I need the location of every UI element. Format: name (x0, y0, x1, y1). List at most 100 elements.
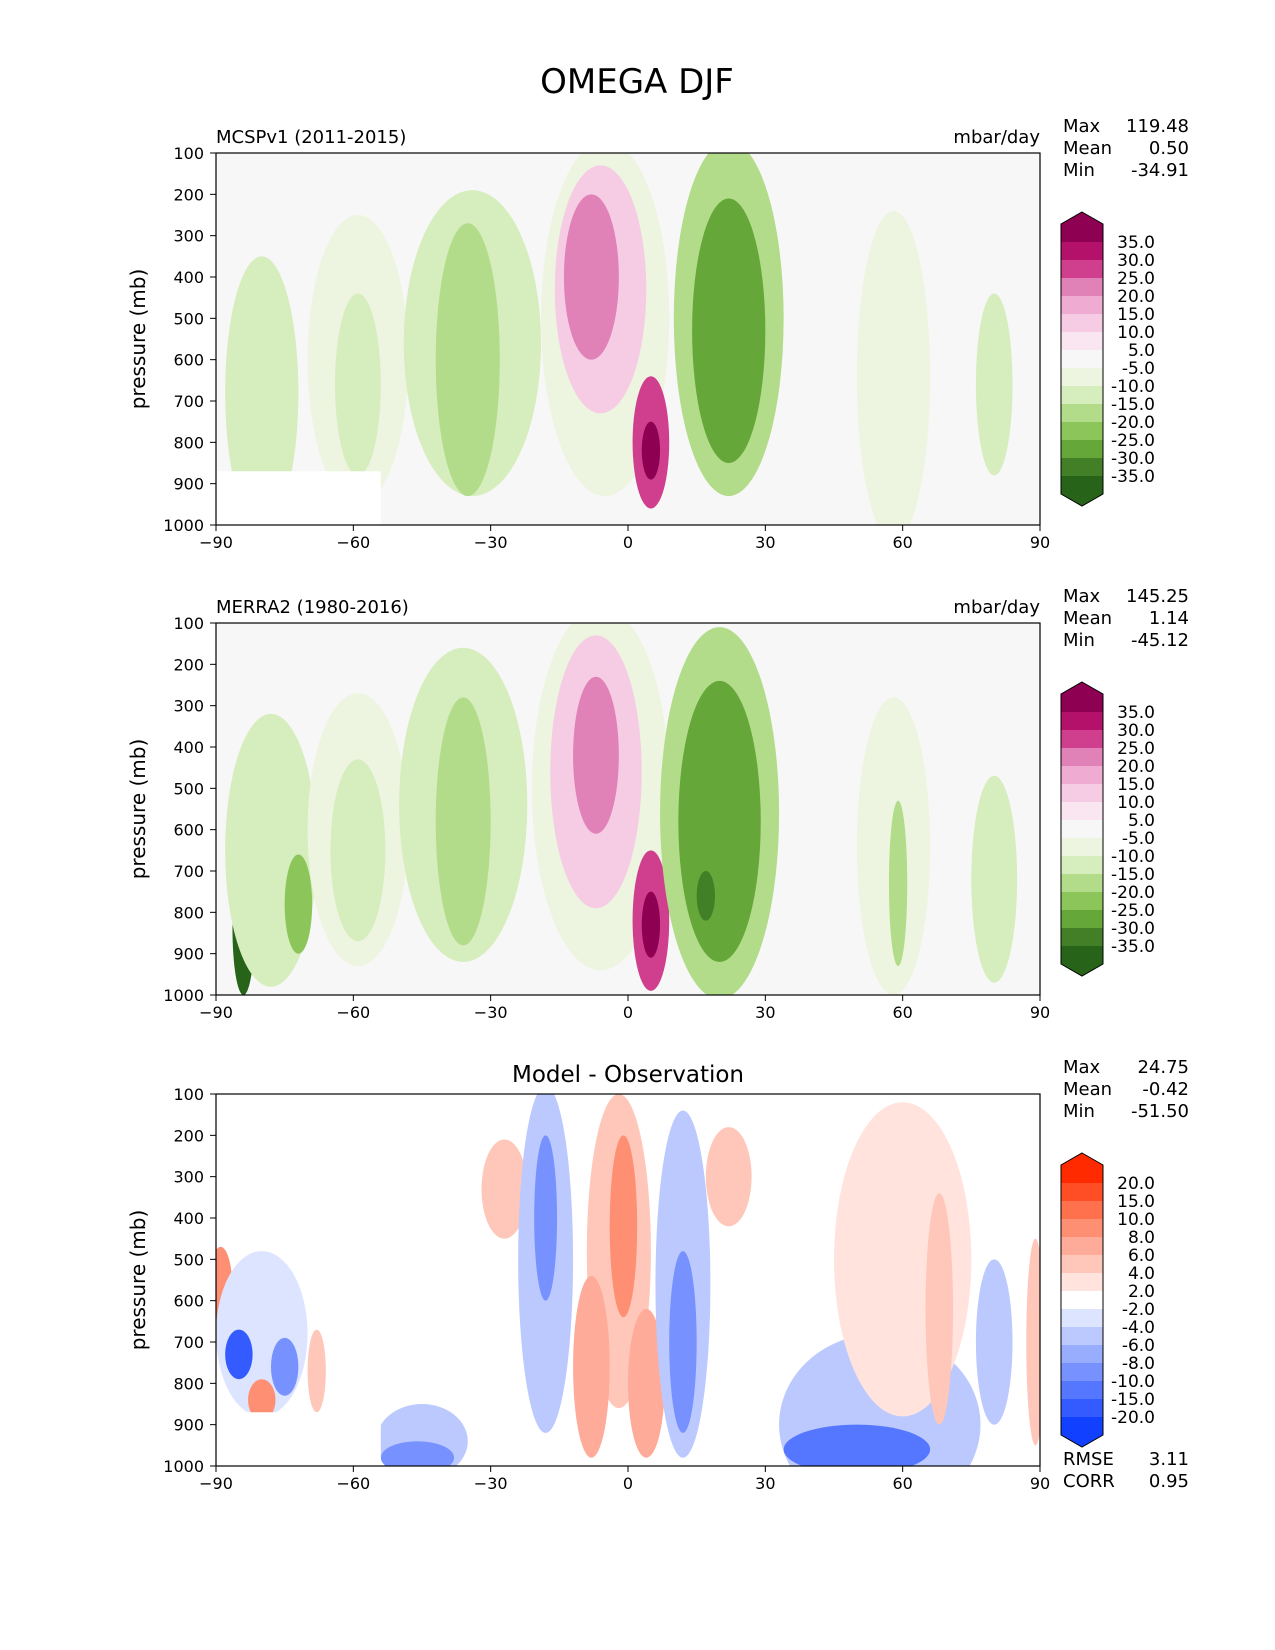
colorbar: 20.015.010.08.06.04.02.0-2.0-4.0-6.0-8.0… (1060, 1152, 1155, 1448)
x-tick-label: −30 (474, 1474, 508, 1493)
x-tick-label: −60 (336, 533, 370, 552)
colorbar-swatch (1061, 856, 1103, 874)
colorbar-swatch (1061, 386, 1103, 404)
colorbar-label: -8.0 (1122, 1354, 1155, 1374)
colorbar-swatch (1061, 766, 1103, 784)
contour-region (888, 800, 908, 967)
colorbar-swatch (1061, 314, 1103, 332)
colorbar-swatch (1061, 1237, 1103, 1255)
y-tick-label: 600 (173, 351, 204, 370)
contour-region (696, 871, 715, 921)
contour-region (678, 680, 761, 962)
x-tick-label: 90 (1030, 533, 1050, 552)
y-tick-label: 100 (173, 144, 204, 163)
y-tick-label: 400 (173, 1209, 204, 1228)
y-tick-label: 500 (173, 309, 204, 328)
colorbar-label: -15.0 (1111, 865, 1155, 885)
colorbar-label: 5.0 (1128, 811, 1155, 831)
panels: −90 −60 −30 0 30 60 90100200300400500600700800… (126, 116, 1189, 1493)
colorbar-label: -30.0 (1111, 449, 1155, 469)
colorbar-label: 5.0 (1128, 341, 1155, 361)
colorbar: 35.030.025.020.015.010.05.0-5.0-10.0-15.… (1060, 681, 1155, 977)
colorbar-label: -20.0 (1111, 1408, 1155, 1428)
x-tick-label: 60 (892, 1474, 912, 1493)
contour-region (435, 223, 500, 497)
stat-value: 0.50 (1149, 138, 1189, 159)
y-tick-label: 900 (173, 1416, 204, 1435)
contour-region (270, 1337, 299, 1396)
colorbar-outline (1060, 211, 1104, 507)
colorbar-swatch (1061, 404, 1103, 422)
colorbar-label: 25.0 (1117, 739, 1155, 759)
x-tick-label: 60 (892, 1003, 912, 1022)
units-label: mbar/day (953, 597, 1040, 618)
colorbar-swatch (1061, 928, 1103, 946)
y-tick-label: 200 (173, 655, 204, 674)
contour-region (783, 1424, 931, 1466)
contour-region (609, 1135, 638, 1318)
contour-region (573, 676, 619, 834)
colorbar-swatch (1061, 748, 1103, 766)
colorbar-swatch (1061, 892, 1103, 910)
contour-panel-3: −90 −60 −30 0 30 60 90 100 200 300 400 500 600 700 800… (126, 1057, 1189, 1493)
stat-label: Max (1063, 116, 1101, 137)
colorbar-outline (1060, 1152, 1104, 1448)
colorbar-swatch (1061, 820, 1103, 838)
contour-region (975, 293, 1013, 476)
stat-label: Min (1063, 630, 1095, 651)
colorbar-label: -30.0 (1111, 919, 1155, 939)
y-tick-label: 200 (173, 1126, 204, 1145)
colorbar-swatch (1061, 802, 1103, 820)
x-tick-label: −90 (199, 533, 233, 552)
y-tick-label: 600 (173, 1292, 204, 1311)
stat-value: 1.14 (1149, 608, 1189, 629)
colorbar-swatch (1061, 242, 1103, 260)
y-tick-label: 200 (173, 185, 204, 204)
x-tick-label: 60 (892, 533, 912, 552)
y-tick-label: 900 (173, 475, 204, 494)
x-tick-label: −30 (474, 533, 508, 552)
contour-region (692, 198, 766, 463)
stat-label: Max (1063, 1057, 1101, 1078)
y-tick-label: 700 (173, 862, 204, 881)
colorbar-label: -10.0 (1111, 847, 1155, 867)
colorbar-label: 10.0 (1117, 323, 1155, 343)
contour-region (376, 1404, 468, 1466)
colorbar-swatch (1061, 278, 1103, 296)
colorbar-swatch (1061, 1291, 1103, 1309)
contour-region (307, 1329, 326, 1413)
colorbar-swatch (1061, 1273, 1103, 1291)
colorbar-extend-top (1061, 682, 1103, 712)
x-tick-label: 30 (755, 533, 775, 552)
contour-region (975, 1259, 1013, 1425)
stat-label: Mean (1063, 608, 1112, 629)
contour-region (225, 1329, 253, 1380)
y-axis-label: pressure (mb) (126, 269, 150, 410)
stat-value: 0.95 (1149, 1471, 1189, 1492)
contour-region (435, 697, 491, 946)
contour-field (216, 153, 1013, 525)
x-tick-label: −90 (199, 1003, 233, 1022)
colorbar-label: 4.0 (1128, 1264, 1155, 1284)
colorbar-swatch (1061, 1399, 1103, 1417)
x-tick-label: 0 (623, 533, 633, 552)
y-tick-label: 100 (173, 614, 204, 633)
colorbar-label: 15.0 (1117, 775, 1155, 795)
colorbar-swatch (1061, 260, 1103, 278)
contour-region (248, 1379, 276, 1421)
colorbar-label: 15.0 (1117, 305, 1155, 325)
y-tick-label: 400 (173, 268, 204, 287)
x-tick-label: 0 (623, 1003, 633, 1022)
colorbar-label: -15.0 (1111, 1390, 1155, 1410)
stat-value: -45.12 (1131, 630, 1189, 651)
stat-value: 3.11 (1149, 1449, 1189, 1470)
colorbar-extend-top (1061, 212, 1103, 242)
panel-title: Model - Observation (512, 1062, 744, 1088)
contour-field (225, 623, 1018, 995)
x-tick-label: 30 (755, 1474, 775, 1493)
colorbar-extend-bottom (1061, 476, 1103, 506)
colorbar-swatch (1061, 1345, 1103, 1363)
contour-region (705, 1127, 752, 1227)
colorbar-swatch (1061, 422, 1103, 440)
colorbar-label: -10.0 (1111, 377, 1155, 397)
